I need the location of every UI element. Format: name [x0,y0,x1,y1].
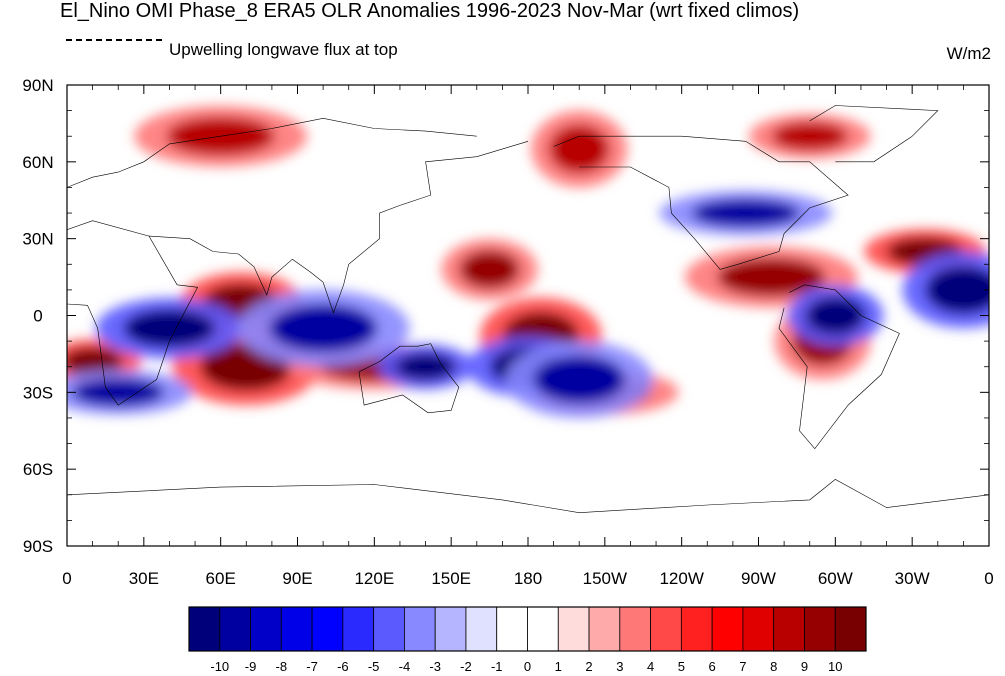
colorbar-swatch [250,606,282,652]
coastline [778,284,900,450]
colorbar-label: -7 [306,659,318,674]
coastline [148,141,529,314]
colorbar-label: -1 [491,659,503,674]
x-tick-label: 90W [741,569,776,588]
y-tick-label: 90N [22,76,53,95]
anomaly-blob [717,258,826,297]
y-tick-label: 90S [23,537,53,556]
colorbar-swatch [773,606,805,652]
colorbar-swatch [342,606,375,652]
colorbar-label: 10 [828,659,842,674]
colorbar-swatch [404,606,436,652]
colorbar-swatch [219,606,251,652]
colorbar-swatch [650,606,682,652]
x-tick-label: 60E [206,569,236,588]
colorbar-label: 2 [585,659,592,674]
coastline [67,117,477,188]
anomaly-blob [269,304,378,353]
anomaly-blob [395,352,456,381]
colorbar-swatch [496,606,528,652]
colorbar-swatch [373,606,405,652]
colorbar-label: -5 [368,659,380,674]
colorbar-label: -6 [337,659,349,674]
colorbar-swatch [588,606,621,652]
anomaly-blob [805,296,866,335]
colorbar-label: -4 [399,659,411,674]
x-tick-label: 60W [818,569,853,588]
colorbar-swatch [465,606,498,652]
y-tick-label: 60N [22,153,53,172]
colorbar-label: -9 [245,659,257,674]
colorbar-swatch [742,606,775,652]
anomaly-blob [771,122,848,151]
colorbar-swatch [434,606,467,652]
anomaly-blob [691,199,800,228]
colorbar-label: -2 [460,659,472,674]
colorbar-swatch [311,606,344,652]
colorbar-label: 6 [709,659,716,674]
colorbar-label: 9 [801,659,808,674]
x-tick-label: 30W [895,569,930,588]
x-tick-label: 30E [129,569,159,588]
colorbar-swatch [711,606,744,652]
colorbar-swatch [834,606,867,652]
anomaly-blob [549,125,610,174]
colorbar-label: 8 [770,659,777,674]
coastline [809,105,939,163]
colorbar-label: 5 [678,659,685,674]
dashed-legend-line [66,39,162,41]
coastlines [67,105,989,514]
y-tick-label: 30N [22,230,53,249]
colorbar-label: 1 [555,659,562,674]
anomaly-blob [67,347,123,376]
colorbar-swatch [188,606,221,652]
x-tick-label: 90E [282,569,312,588]
colorbar-frame [188,606,867,652]
coastline [358,343,460,414]
anomaly-blob [72,378,165,407]
coastline [67,479,989,514]
y-tick-label: 30S [23,383,53,402]
anomaly-blob [459,250,520,289]
anomaly-blob [925,265,989,314]
colorbar-swatch [619,606,651,652]
chart-subtitle: Upwelling longwave flux at top [169,40,398,59]
colorbar-label: 4 [647,659,654,674]
colorbar-swatch [280,606,313,652]
coastline [67,220,199,406]
anomaly-blob [123,309,216,348]
colorbar-label: -3 [429,659,441,674]
x-tick-label: 0 [984,569,993,588]
x-tick-label: 150E [431,569,471,588]
chart-title: El_Nino OMI Phase_8 ERA5 OLR Anomalies 1… [60,0,800,22]
colorbar-swatch [557,606,590,652]
colorbar-swatch [527,606,559,652]
colorbar-label: -8 [276,659,288,674]
colorbar-swatch [804,606,836,652]
units-label: W/m2 [946,44,991,63]
colorbar-swatch [680,606,713,652]
coastline [553,135,849,270]
x-tick-label: 120W [659,569,703,588]
x-tick-label: 120E [354,569,394,588]
x-tick-label: 180 [514,569,542,588]
colorbar-label: 7 [739,659,746,674]
anomaly-blob [533,355,626,404]
y-tick-label: 0 [33,307,42,326]
colorbar-label: 3 [616,659,623,674]
x-tick-label: 150W [583,569,627,588]
y-tick-label: 60S [23,460,53,479]
colorbar-label: 0 [524,659,531,674]
x-tick-label: 0 [62,569,71,588]
colorbar-label: -10 [210,659,229,674]
